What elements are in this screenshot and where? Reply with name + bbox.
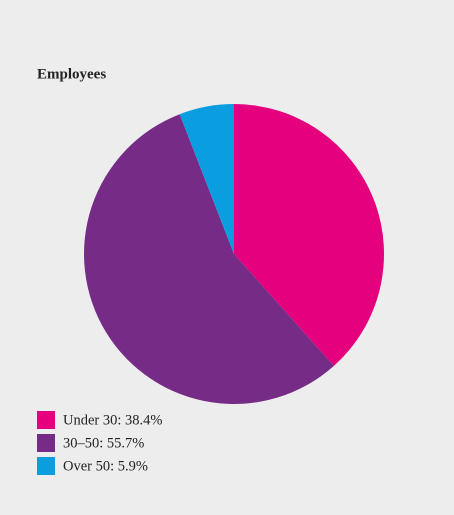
legend-swatch — [37, 411, 55, 429]
legend-swatch — [37, 434, 55, 452]
pie-slice — [179, 104, 234, 254]
pie-slice — [234, 104, 385, 366]
pie-slice — [84, 114, 334, 404]
chart-title: Employees — [37, 66, 106, 82]
legend-label: Under 30: 38.4% — [63, 412, 162, 428]
legend-label: Over 50: 5.9% — [63, 458, 148, 474]
legend-swatch — [37, 457, 55, 475]
legend-label: 30–50: 55.7% — [63, 435, 144, 451]
